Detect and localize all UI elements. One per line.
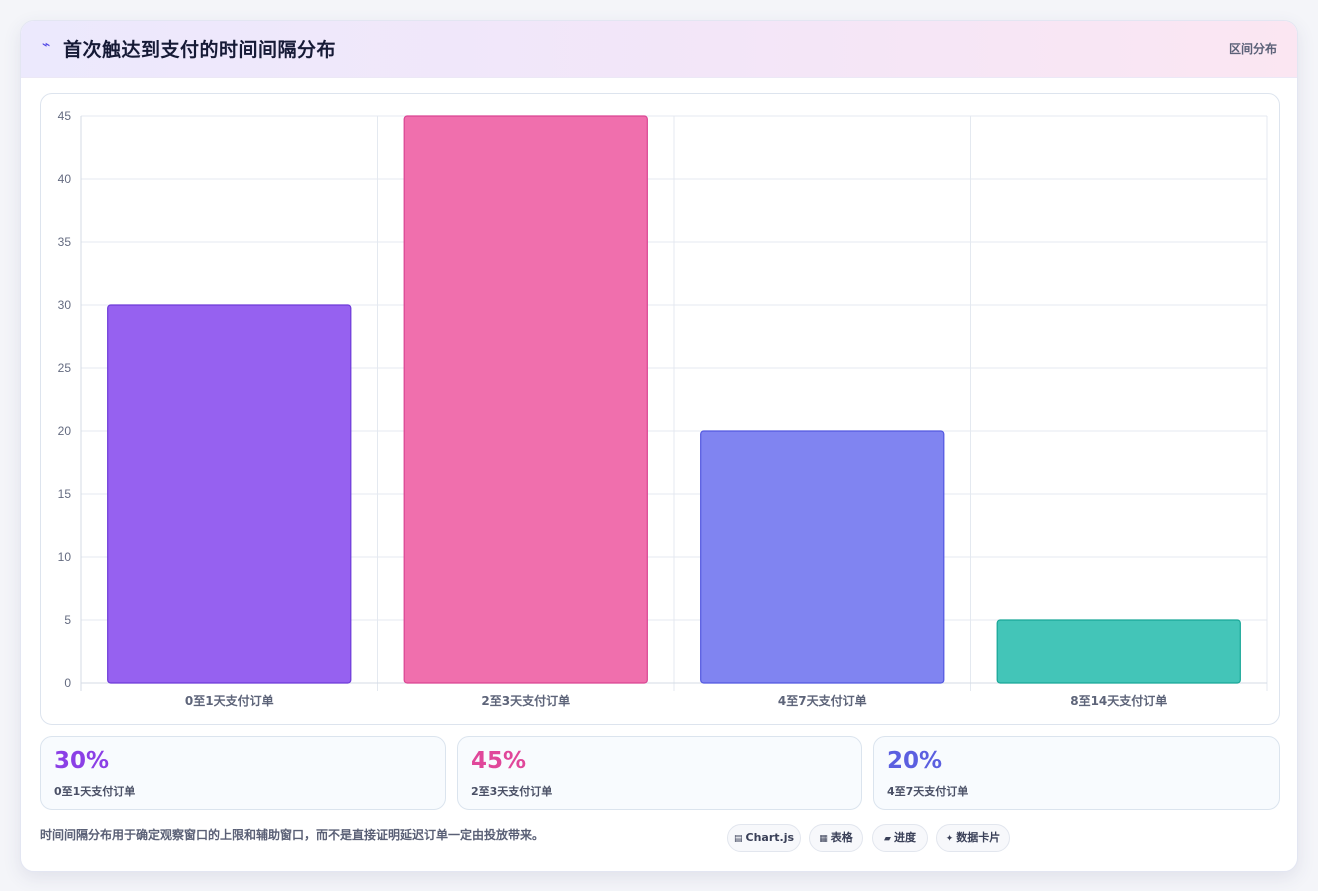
- y-tick-label: 30: [58, 298, 72, 312]
- y-tick-label: 20: [58, 424, 72, 438]
- x-tick-label: 4至7天支付订单: [778, 693, 867, 708]
- y-tick-label: 35: [58, 235, 72, 249]
- distribution-tag: 区间分布: [1228, 42, 1277, 56]
- chip-label: 进度: [893, 831, 916, 844]
- bar-chart: 0 5 10 15 20 25 30 35 40 45 0至1天支付订单 2至3天支付订单 4至7天支付…: [58, 109, 1268, 708]
- y-tick-label: 40: [58, 172, 72, 186]
- y-tick-label: 5: [64, 613, 71, 627]
- sparkle-icon: ✦: [945, 834, 954, 844]
- stat-label: 4至7天支付订单: [887, 785, 969, 798]
- card-title: 首次触达到支付的时间间隔分布: [63, 39, 337, 61]
- y-tick-label: 10: [58, 550, 72, 564]
- chip-table[interactable]: ▦ 表格: [809, 824, 863, 852]
- stat-card-0: 30% 0至1天支付订单: [40, 736, 446, 810]
- bar-3: [996, 619, 1241, 684]
- stat-label: 2至3天支付订单: [471, 785, 553, 798]
- chart-card: ⌁ 首次触达到支付的时间间隔分布 区间分布 0 5 10 15 20 25 30 35 40 45…: [20, 20, 1298, 872]
- card-header: ⌁ 首次触达到支付的时间间隔分布 区间分布: [21, 21, 1297, 78]
- bar-1: [403, 115, 648, 684]
- stat-card-2: 20% 4至7天支付订单: [873, 736, 1280, 810]
- chip-label: 数据卡片: [956, 831, 1001, 844]
- chip-label: 表格: [830, 831, 853, 844]
- y-tick-label: 45: [58, 109, 72, 123]
- chip-data-card[interactable]: ✦ 数据卡片: [936, 824, 1010, 852]
- progress-icon: ▰: [884, 834, 891, 844]
- bar-0: [107, 304, 352, 684]
- bar-2: [700, 430, 945, 684]
- trend-zigzag-icon: ⌁: [42, 37, 51, 53]
- x-tick-label: 0至1天支付订单: [185, 693, 274, 708]
- stat-label: 0至1天支付订单: [54, 785, 136, 798]
- stat-card-1: 45% 2至3天支付订单: [457, 736, 862, 810]
- footnote: 时间间隔分布用于确定观察窗口的上限和辅助窗口，而不是直接证明延迟订单一定由投放带…: [40, 828, 545, 842]
- stat-value: 30%: [54, 748, 110, 774]
- chart-icon: ▤: [733, 834, 743, 844]
- y-tick-label: 15: [58, 487, 72, 501]
- stat-value: 20%: [887, 748, 943, 774]
- y-tick-label: 25: [58, 361, 72, 375]
- x-tick-label: 8至14天支付订单: [1070, 693, 1167, 708]
- chip-progress[interactable]: ▰ 进度: [872, 824, 928, 852]
- chip-label: Chart.js: [745, 831, 795, 844]
- chip-chartjs[interactable]: ▤ Chart.js: [727, 824, 801, 852]
- bar-chart-panel: 0 5 10 15 20 25 30 35 40 45 0至1天支付订单 2至3天支付订单 4至7天支付…: [40, 93, 1280, 725]
- y-tick-label: 0: [64, 676, 71, 690]
- table-icon: ▦: [819, 834, 828, 844]
- x-tick-label: 2至3天支付订单: [481, 693, 570, 708]
- stat-value: 45%: [471, 748, 527, 774]
